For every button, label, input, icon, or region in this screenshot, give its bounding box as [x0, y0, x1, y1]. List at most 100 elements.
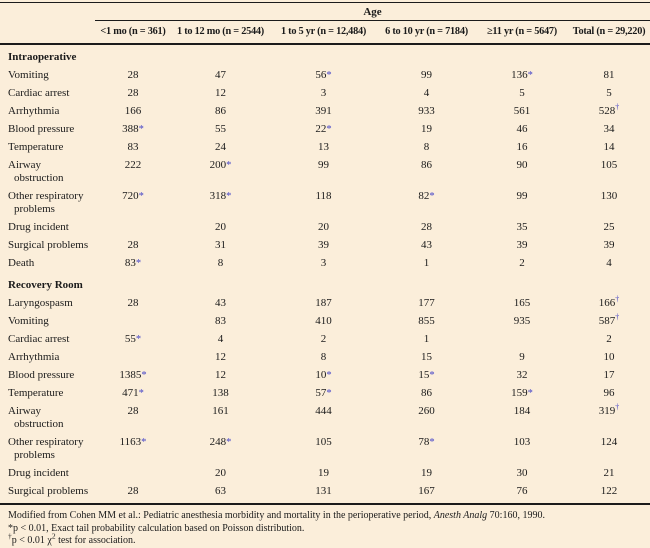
section-title: Recovery Room	[8, 278, 83, 291]
value-cell: 35	[516, 221, 528, 233]
significance-asterisk: *	[138, 124, 144, 135]
value-cell	[95, 219, 171, 237]
value-cell	[95, 312, 171, 330]
significance-asterisk: *	[527, 70, 533, 81]
value-cell: 19	[421, 466, 432, 479]
value-cell: 319†	[598, 401, 620, 417]
value-cell: 15*	[418, 368, 435, 381]
value-cell: 39	[318, 239, 329, 251]
row-label: Other respiratory problems	[8, 435, 84, 461]
value-cell: 81	[603, 69, 615, 81]
significance-asterisk: *	[138, 387, 144, 399]
significance-dagger: †	[615, 401, 620, 411]
value-cell: 1163*	[119, 435, 147, 448]
value-cell: 55*	[124, 332, 142, 345]
value-cell: 32	[516, 368, 528, 381]
footnote-dagger: †p < 0.01 χ2 test for association.	[8, 532, 642, 548]
significance-dagger: †	[615, 311, 620, 321]
age-spanner-row: Age	[0, 2, 650, 21]
table-row: Airway obstruction 222 200* 99 86 90 105	[0, 157, 650, 188]
row-label: Arrhythmia	[8, 350, 60, 363]
value-cell: 28	[127, 484, 139, 497]
value-cell: 28	[127, 87, 139, 99]
table-row: Vomiting 28 47 56* 99 136* 81	[0, 67, 650, 85]
row-label: Blood pressure	[8, 368, 75, 381]
value-cell: 410	[315, 314, 332, 327]
significance-asterisk: *	[135, 258, 142, 269]
value-cell: 118	[315, 190, 332, 202]
value-cell: 28	[127, 239, 139, 251]
value-cell: 55	[215, 123, 226, 135]
value-cell: 78*	[418, 435, 435, 448]
table-row: Drug incident 20 19 19 30 21	[0, 464, 650, 482]
value-cell: 4	[217, 332, 224, 345]
significance-asterisk: *	[326, 387, 332, 399]
value-cell: 28	[127, 296, 139, 309]
row-label: Airway obstruction	[8, 404, 64, 430]
row-label: Airway obstruction	[8, 159, 64, 184]
value-cell: 28	[127, 69, 139, 81]
value-cell: 20	[318, 221, 329, 233]
value-cell	[95, 464, 171, 482]
value-cell: 5	[519, 87, 525, 99]
value-cell: 105	[315, 435, 332, 448]
column-header-6: Total (n = 29,220)	[568, 20, 650, 45]
footnote-dagger-text: p < 0.01 χ	[11, 535, 52, 546]
value-cell: 46	[516, 123, 528, 135]
row-label: Blood pressure	[8, 123, 75, 135]
age-group-header: Age	[95, 2, 650, 21]
column-header-2: 1 to 12 mo (n = 2544)	[171, 20, 270, 45]
value-cell: 39	[603, 239, 615, 251]
footnote-source: Modified from Cohen MM et al.: Pediatric…	[8, 510, 642, 523]
value-cell: 138	[212, 386, 229, 399]
value-cell: 76	[516, 484, 528, 497]
table-row: Blood pressure 1385* 12 10* 15* 32 17	[0, 366, 650, 384]
value-cell: 103	[513, 435, 531, 448]
value-cell: 90	[516, 159, 528, 171]
value-cell	[95, 348, 171, 366]
table-row: Other respiratory problems 720* 318* 118 82*…	[0, 188, 650, 219]
value-cell: 47	[215, 69, 226, 81]
row-label: Surgical problems	[8, 484, 89, 497]
value-cell: 4	[423, 87, 430, 99]
significance-dagger: †	[615, 293, 620, 303]
significance-asterisk: *	[429, 369, 435, 381]
value-cell: 20	[215, 466, 226, 479]
value-cell: 8	[320, 350, 327, 363]
row-label: Cardiac arrest	[8, 87, 70, 99]
row-label: Other respiratory problems	[8, 190, 84, 215]
value-cell: 528†	[598, 102, 620, 117]
significance-asterisk: *	[326, 369, 332, 381]
table-row: Cardiac arrest 28 12 3 4 5 5	[0, 85, 650, 103]
significance-dagger: †	[615, 102, 620, 112]
value-cell: 391	[315, 105, 332, 117]
row-label: Laryngospasm	[8, 296, 73, 309]
value-cell: 587†	[598, 311, 620, 327]
value-cell: 165	[513, 296, 531, 309]
section-title: Intraoperative	[8, 51, 77, 63]
value-cell: 43	[421, 239, 432, 251]
value-cell: 935	[513, 314, 531, 327]
value-cell: 2	[606, 332, 612, 345]
value-cell: 12	[215, 368, 226, 381]
value-cell: 83*	[124, 257, 142, 269]
value-cell: 83	[127, 141, 139, 153]
row-label: Surgical problems	[8, 239, 89, 251]
value-cell: 444	[315, 404, 332, 417]
row-label: Temperature	[8, 386, 64, 399]
footnote-source-citation: 70:160, 1990.	[487, 510, 545, 521]
section-header-row: Recovery Room	[0, 273, 650, 295]
value-cell: 260	[418, 404, 435, 417]
value-cell: 167	[418, 484, 435, 497]
table-row: Vomiting 83 410 855 935 587†	[0, 312, 650, 330]
footnote-source-journal: Anesth Analg	[433, 510, 488, 521]
significance-asterisk: *	[138, 191, 144, 202]
table-row: Blood pressure 388* 55 22* 19 46 34	[0, 121, 650, 139]
value-cell: 13	[318, 141, 329, 153]
significance-asterisk: *	[326, 70, 332, 81]
value-cell: 17	[603, 368, 615, 381]
value-cell: 30	[516, 466, 528, 479]
value-cell: 855	[418, 314, 435, 327]
value-cell: 28	[421, 221, 432, 233]
value-cell: 5	[606, 87, 612, 99]
